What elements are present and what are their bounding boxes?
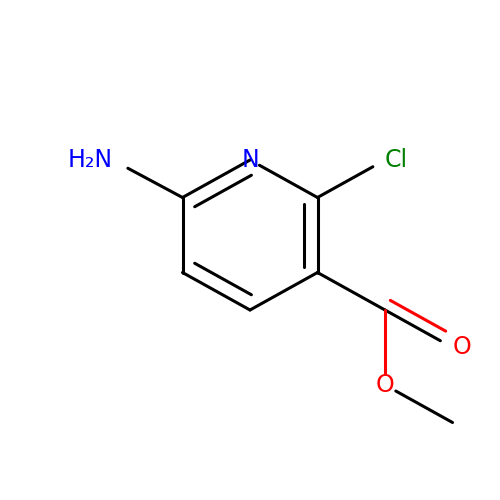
Text: N: N — [241, 148, 259, 172]
Text: Cl: Cl — [385, 148, 408, 172]
Text: O: O — [376, 373, 394, 397]
Text: O: O — [452, 336, 471, 359]
Text: H₂N: H₂N — [68, 148, 112, 172]
